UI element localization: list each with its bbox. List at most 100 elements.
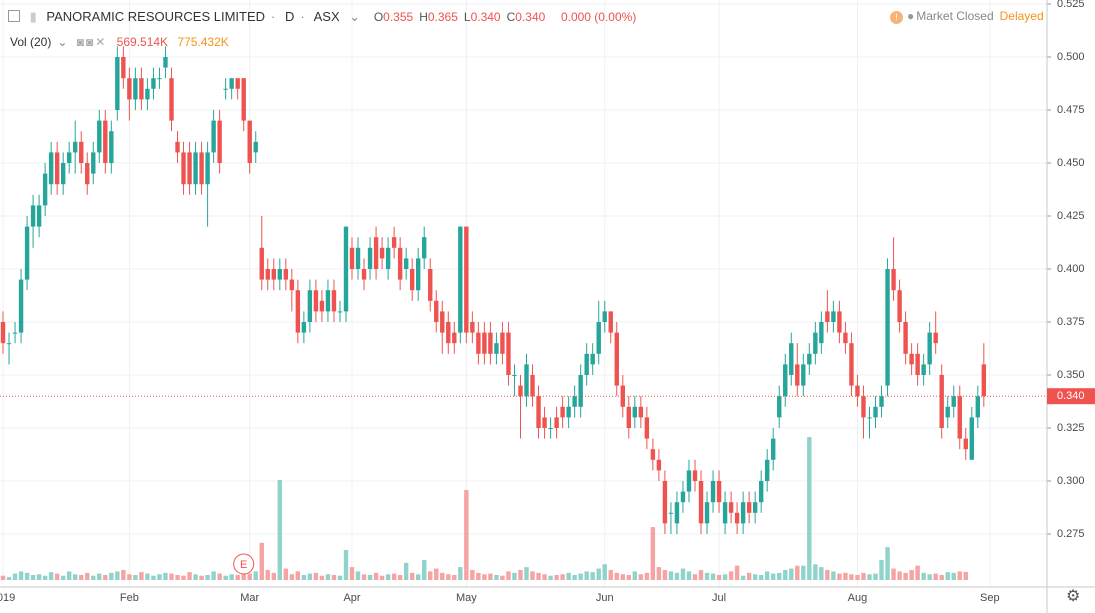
volume-bar xyxy=(542,574,547,580)
volume-bar xyxy=(740,575,746,580)
volume-bar xyxy=(331,574,337,580)
volume-bar xyxy=(686,571,692,580)
volume-bar xyxy=(518,569,523,580)
volume-bar xyxy=(590,572,595,580)
volume-bar xyxy=(271,572,276,580)
candle-body xyxy=(169,78,174,121)
volume-ma: 775.432K xyxy=(177,35,229,49)
candle-body xyxy=(145,88,150,100)
readout-key: O xyxy=(373,10,384,24)
candle-body xyxy=(578,375,583,407)
volume-bar xyxy=(710,573,716,580)
volume-bar xyxy=(18,571,24,580)
volume-bar xyxy=(680,568,686,580)
y-tick-label: 0.450 xyxy=(1057,157,1085,169)
candle-body xyxy=(831,311,836,322)
candle-body xyxy=(656,459,662,471)
candle-body xyxy=(981,364,987,397)
candle-body xyxy=(379,247,385,259)
volume-bar xyxy=(861,572,866,580)
volume-bar xyxy=(963,571,968,580)
interval: D xyxy=(285,9,295,24)
volume-bar xyxy=(801,565,806,580)
volume-bar xyxy=(157,574,162,580)
ohlc-readout: O0.355 H0.365 L0.340 C0.340 xyxy=(374,10,552,24)
x-tick-label: Sep xyxy=(980,592,1000,604)
candle-body xyxy=(951,396,956,407)
volume-bar xyxy=(656,567,662,580)
candle-body xyxy=(692,470,698,481)
volume-bar xyxy=(674,572,680,580)
candle-body xyxy=(109,131,114,163)
candle-body xyxy=(163,57,168,68)
volume-bar xyxy=(909,569,914,580)
readout-value: 0.340 xyxy=(470,10,501,24)
volume-bar xyxy=(758,574,764,580)
candle-body xyxy=(271,269,276,280)
volume-bar xyxy=(849,574,854,580)
candle-body xyxy=(494,343,499,354)
volume-bar xyxy=(217,573,222,580)
volume-bar xyxy=(746,572,752,580)
candle-body xyxy=(36,205,42,227)
volume-bar xyxy=(379,575,385,580)
volume-bar xyxy=(175,574,180,580)
readout-key: C xyxy=(506,10,516,24)
volume-bar xyxy=(464,489,469,580)
last-price-box xyxy=(1047,388,1095,405)
volume-bar xyxy=(734,565,740,580)
collapse-button[interactable] xyxy=(8,10,20,22)
volume-bar xyxy=(644,572,650,580)
candle-body xyxy=(903,322,908,354)
volume-bar xyxy=(698,569,704,580)
candle-body xyxy=(73,141,78,153)
candle-body xyxy=(428,269,433,301)
candle-body xyxy=(18,279,24,333)
candle-body xyxy=(397,247,403,280)
candle-body xyxy=(614,332,619,386)
candle-body xyxy=(891,269,896,291)
candle-body xyxy=(470,322,475,333)
volume-bar xyxy=(446,574,451,580)
candle-body xyxy=(758,481,764,503)
volume-bar xyxy=(85,572,90,580)
settings-button[interactable]: ⚙ xyxy=(1066,588,1081,605)
candle-body xyxy=(42,173,48,206)
volume-bar xyxy=(415,574,421,580)
candle-body xyxy=(54,152,60,185)
volume-bar xyxy=(60,575,66,580)
volume-bar xyxy=(957,571,962,580)
candle-body xyxy=(361,269,367,280)
volume-bar xyxy=(458,567,463,580)
candle-body xyxy=(0,322,6,344)
volume-bar xyxy=(662,569,668,580)
volume-bar xyxy=(0,575,6,580)
y-tick-label: 0.375 xyxy=(1057,316,1085,328)
candle-body xyxy=(704,502,710,524)
y-tick-label: 0.350 xyxy=(1057,369,1085,381)
study-buttons[interactable]: ◙◙✕ xyxy=(76,35,108,49)
candle-body xyxy=(253,141,258,153)
candle-body xyxy=(921,364,926,375)
volume-bar xyxy=(163,572,168,580)
candle-body xyxy=(716,481,722,503)
candle-body xyxy=(391,237,397,248)
volume-bar xyxy=(879,559,884,580)
candle-body xyxy=(289,279,295,291)
volume-bar xyxy=(596,568,601,580)
candle-body xyxy=(746,502,752,513)
volume-bar xyxy=(253,571,258,580)
volume-last: 569.514K xyxy=(116,35,169,49)
candle-body xyxy=(241,78,246,121)
volume-bar xyxy=(578,573,583,580)
event-label: E xyxy=(240,559,247,571)
candle-body xyxy=(223,88,228,90)
volume-bar xyxy=(927,574,932,580)
volume-bar xyxy=(6,577,12,580)
candle-body xyxy=(205,152,210,185)
candle-body xyxy=(752,502,758,513)
volume-bar xyxy=(819,567,824,580)
volume-bar xyxy=(277,479,283,580)
volume-bar xyxy=(12,573,18,580)
